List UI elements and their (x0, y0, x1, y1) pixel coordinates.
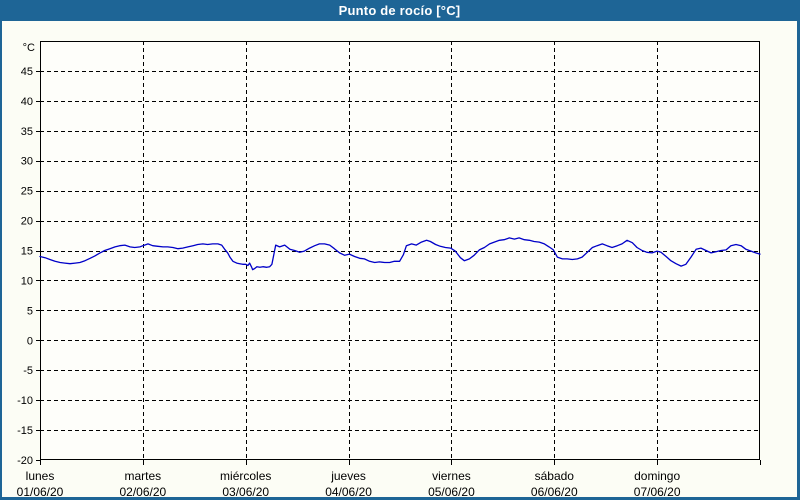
svg-text:25: 25 (21, 186, 33, 198)
plot-background (40, 41, 760, 460)
axis-ticks (36, 71, 761, 465)
grid-lines (40, 41, 760, 460)
day-date-label: 05/06/20 (428, 485, 475, 497)
svg-text:-20: -20 (17, 455, 33, 467)
day-name-label: jueves (330, 469, 366, 483)
x-axis-labels: lunes 01/06/20 martes 02/06/20 miércoles 03/0… (17, 469, 681, 497)
day-date-label: 01/06/20 (17, 485, 64, 497)
window-title-bar: Punto de rocío [°C] (2, 0, 797, 21)
svg-text:-10: -10 (17, 395, 33, 407)
day-date-label: 02/06/20 (119, 485, 166, 497)
dew-point-chart: 45 40 35 30 25 20 15 10 5 0 -5 -10 -15 -20 °C lunes 01/0… (2, 21, 797, 497)
plot-border (40, 41, 760, 460)
svg-text:-15: -15 (17, 425, 33, 437)
day-date-label: 06/06/20 (531, 485, 578, 497)
day-name-label: lunes (26, 469, 55, 483)
day-date-label: 04/06/20 (325, 485, 372, 497)
day-date-label: 07/06/20 (634, 485, 681, 497)
y-axis-unit-label: °C (23, 42, 35, 54)
svg-text:40: 40 (21, 96, 33, 108)
svg-text:30: 30 (21, 156, 33, 168)
svg-text:0: 0 (27, 335, 33, 347)
day-name-label: sábado (535, 469, 575, 483)
svg-text:35: 35 (21, 126, 33, 138)
day-date-label: 03/06/20 (222, 485, 269, 497)
svg-text:10: 10 (21, 275, 33, 287)
svg-text:45: 45 (21, 66, 33, 78)
window-title: Punto de rocío [°C] (338, 3, 461, 18)
day-name-label: viernes (432, 469, 471, 483)
day-name-label: martes (125, 469, 162, 483)
svg-text:5: 5 (27, 305, 33, 317)
svg-text:20: 20 (21, 216, 33, 228)
svg-text:15: 15 (21, 246, 33, 258)
y-axis-labels: 45 40 35 30 25 20 15 10 5 0 -5 -10 -15 -20 (17, 66, 33, 467)
dew-point-line-chart: 45 40 35 30 25 20 15 10 5 0 -5 -10 -15 -20 °C lunes 01/0… (17, 41, 761, 497)
day-name-label: domingo (634, 469, 680, 483)
svg-text:-5: -5 (23, 365, 33, 377)
dew-point-series-line (39, 237, 761, 271)
day-name-label: miércoles (220, 469, 271, 483)
